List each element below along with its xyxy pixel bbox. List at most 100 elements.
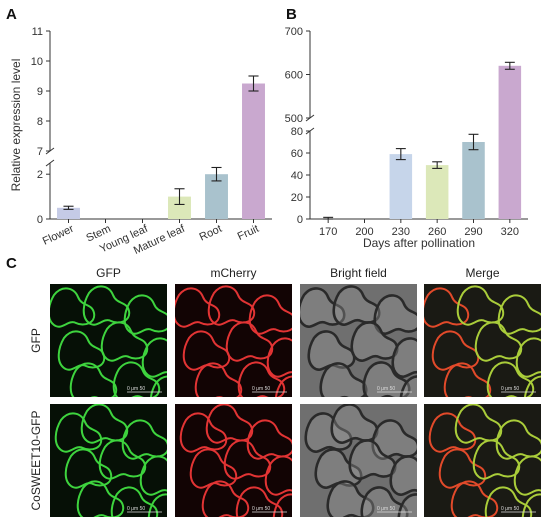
micrograph-image: 0 μm 50 xyxy=(424,404,541,517)
y-tick-label: 500 xyxy=(285,113,303,125)
cell-outline xyxy=(438,448,487,489)
y-tick-label: 11 xyxy=(32,26,43,38)
cell-outline xyxy=(495,419,541,460)
panel-letter-c: C xyxy=(6,255,17,272)
y-tick-label: 40 xyxy=(291,170,303,182)
cell-outline xyxy=(207,285,256,326)
panel-letter-b: B xyxy=(286,6,297,23)
scale-bar-label: 0 μm 50 xyxy=(377,386,395,392)
cell-outline xyxy=(373,294,417,335)
cell-outline xyxy=(57,330,106,371)
cell-outline xyxy=(76,480,125,517)
x-tick-label: 290 xyxy=(464,226,482,238)
x-tick-label: 230 xyxy=(392,226,410,238)
cell-outline xyxy=(112,361,161,397)
bar xyxy=(498,65,522,219)
scale-bar-label: 0 μm 50 xyxy=(501,506,519,512)
x-tick-label: 320 xyxy=(501,226,519,238)
y-tick-label: 2 xyxy=(37,169,43,181)
cell-outline xyxy=(246,419,292,460)
bar xyxy=(168,196,191,219)
y-tick-label: 20 xyxy=(291,192,303,204)
scale-bar-label: 0 μm 50 xyxy=(252,386,270,392)
row-title: CoSWEET10-GFP xyxy=(29,410,43,510)
bar xyxy=(389,154,413,219)
micrograph-image: 0 μm 50 xyxy=(175,284,292,397)
micrograph-image: 0 μm 50 xyxy=(300,404,417,517)
cell-outline xyxy=(314,448,363,489)
cell-outline xyxy=(223,439,272,480)
bar xyxy=(242,83,265,219)
micrograph-image: 0 μm 50 xyxy=(50,404,167,517)
column-title: Merge xyxy=(465,266,499,280)
cell-outline xyxy=(454,404,503,444)
cell-outline xyxy=(82,285,131,326)
cell-outline xyxy=(397,493,417,517)
cell-outline xyxy=(474,321,523,362)
micrograph-background xyxy=(50,284,167,397)
cell-outline xyxy=(141,337,167,378)
y-tick-label: 0 xyxy=(297,214,303,226)
cell-outline xyxy=(182,330,231,371)
cell-outline xyxy=(443,362,492,397)
panel-letter-a: A xyxy=(6,6,17,23)
scale-bar-label: 0 μm 50 xyxy=(127,386,145,392)
x-tick-label: Flower xyxy=(41,223,76,248)
cell-outline xyxy=(248,294,292,335)
cell-outline xyxy=(513,455,541,496)
cell-outline xyxy=(98,439,147,480)
cell-outline xyxy=(237,361,286,397)
x-tick-label: 260 xyxy=(428,226,446,238)
x-tick-label: Root xyxy=(198,223,224,244)
cell-outline xyxy=(307,330,356,371)
cell-outlines xyxy=(54,404,167,517)
cell-outlines xyxy=(179,404,292,517)
cell-outline xyxy=(486,361,535,397)
cell-outline xyxy=(189,448,238,489)
cell-outline xyxy=(64,448,113,489)
cell-outline xyxy=(110,486,159,517)
cell-outline xyxy=(360,486,409,517)
y-tick-label: 700 xyxy=(285,26,303,38)
bar xyxy=(425,165,449,219)
x-tick-label: 170 xyxy=(319,226,337,238)
x-tick-label: 200 xyxy=(355,226,373,238)
y-axis-title: Relative expression level xyxy=(9,59,23,192)
cell-outline xyxy=(194,362,243,397)
micrograph-background xyxy=(175,284,292,397)
cell-outline xyxy=(201,480,250,517)
micrograph-background xyxy=(300,284,417,397)
cell-outline xyxy=(472,439,521,480)
cell-outline xyxy=(225,321,274,362)
cell-outline xyxy=(264,455,292,496)
cell-outline xyxy=(121,419,167,460)
y-tick-label: 60 xyxy=(291,148,303,160)
cell-outline xyxy=(330,404,379,444)
micrograph-image: 0 μm 50 xyxy=(424,284,541,397)
cell-outline xyxy=(80,404,129,444)
cell-outlines xyxy=(175,285,292,397)
scale-bar-label: 0 μm 50 xyxy=(377,506,395,512)
y-tick-label: 10 xyxy=(31,56,43,68)
cell-outline xyxy=(450,480,499,517)
x-axis-title: Days after pollination xyxy=(363,236,475,250)
axis-break-mark xyxy=(45,159,55,167)
cell-outline xyxy=(456,285,505,326)
cell-outlines xyxy=(304,404,417,517)
y-tick-label: 80 xyxy=(291,126,303,138)
cell-outline xyxy=(205,404,254,444)
cell-outline xyxy=(389,455,417,496)
cell-outline xyxy=(515,337,541,378)
cell-outline xyxy=(348,439,397,480)
y-tick-label: 8 xyxy=(37,116,43,128)
column-title: Bright field xyxy=(330,266,387,280)
cell-outlines xyxy=(50,285,167,397)
cell-outline xyxy=(371,419,417,460)
bar xyxy=(205,174,228,219)
y-tick-label: 600 xyxy=(285,70,303,82)
cell-outline xyxy=(484,486,533,517)
cell-outline xyxy=(319,362,368,397)
micrograph-background xyxy=(424,284,541,397)
